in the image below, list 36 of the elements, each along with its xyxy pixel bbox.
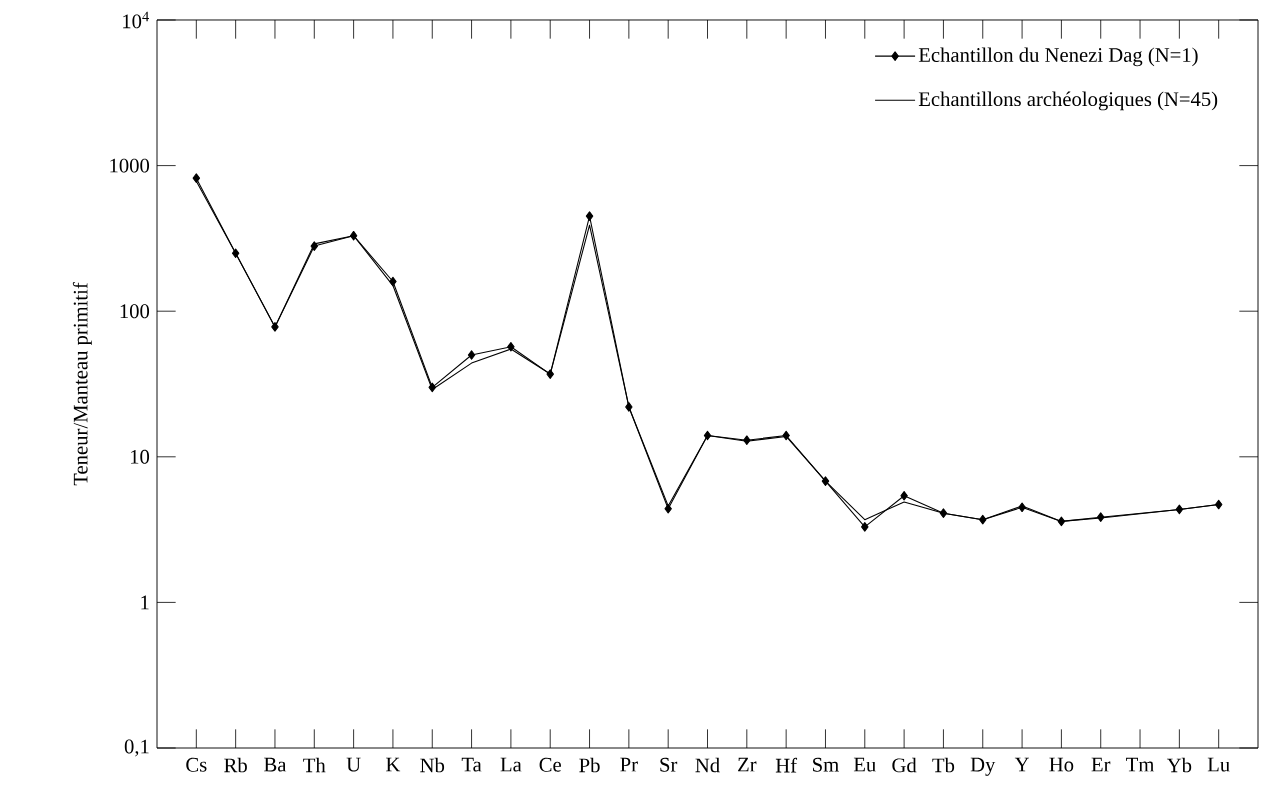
x-tick-label: Gd — [892, 757, 917, 773]
x-tick-label: Ho — [1049, 757, 1074, 772]
x-tick-label: Tb — [932, 757, 955, 773]
x-tick-label: K — [386, 757, 401, 772]
x-tick-label: Hf — [775, 757, 798, 773]
x-tick-label: Nb — [420, 757, 445, 773]
x-tick-label: Sr — [660, 757, 678, 772]
y-tick-label: 1000 — [110, 158, 150, 173]
x-tick-label: Cs — [186, 757, 207, 772]
y-axis-title: Teneur/Manteau primitif — [72, 282, 92, 486]
x-tick-label: Y — [1014, 757, 1030, 772]
x-tick-label: Pb — [579, 757, 600, 773]
x-tick-label: Tm — [1126, 757, 1155, 772]
y-tick-label: 10$^{4}$ — [123, 11, 149, 29]
x-tick-label: Lu — [1207, 757, 1230, 772]
x-tick-label: Ce — [539, 757, 561, 772]
y-tick-label: 1 — [141, 595, 149, 610]
x-tick-label: Yb — [1166, 757, 1192, 773]
x-tick-label: Zr — [738, 757, 757, 772]
x-tick-label: La — [500, 757, 522, 772]
x-tick-label: U — [346, 757, 361, 772]
x-tick-label: Sm — [813, 757, 839, 772]
x-tick-label: Ta — [461, 757, 482, 772]
y-tick-label: 0,1 — [124, 739, 149, 757]
legend-label: Echantillons archéologiques (N=45) — [918, 91, 1218, 111]
y-tick-label: 100 — [120, 304, 150, 319]
x-tick-label: Ba — [264, 757, 287, 772]
x-tick-label: Pr — [620, 757, 638, 772]
y-tick-label: 10 — [131, 449, 150, 464]
x-tick-label: Rb — [224, 757, 247, 773]
x-tick-label: Er — [1091, 757, 1111, 772]
x-tick-label: Nd — [695, 757, 720, 773]
x-tick-label: Eu — [853, 757, 876, 772]
legend-label: Echantillon du Nenezi Dag (N=1) — [918, 47, 1198, 67]
x-tick-label: Th — [303, 757, 326, 773]
x-tick-label: Dy — [970, 757, 996, 776]
